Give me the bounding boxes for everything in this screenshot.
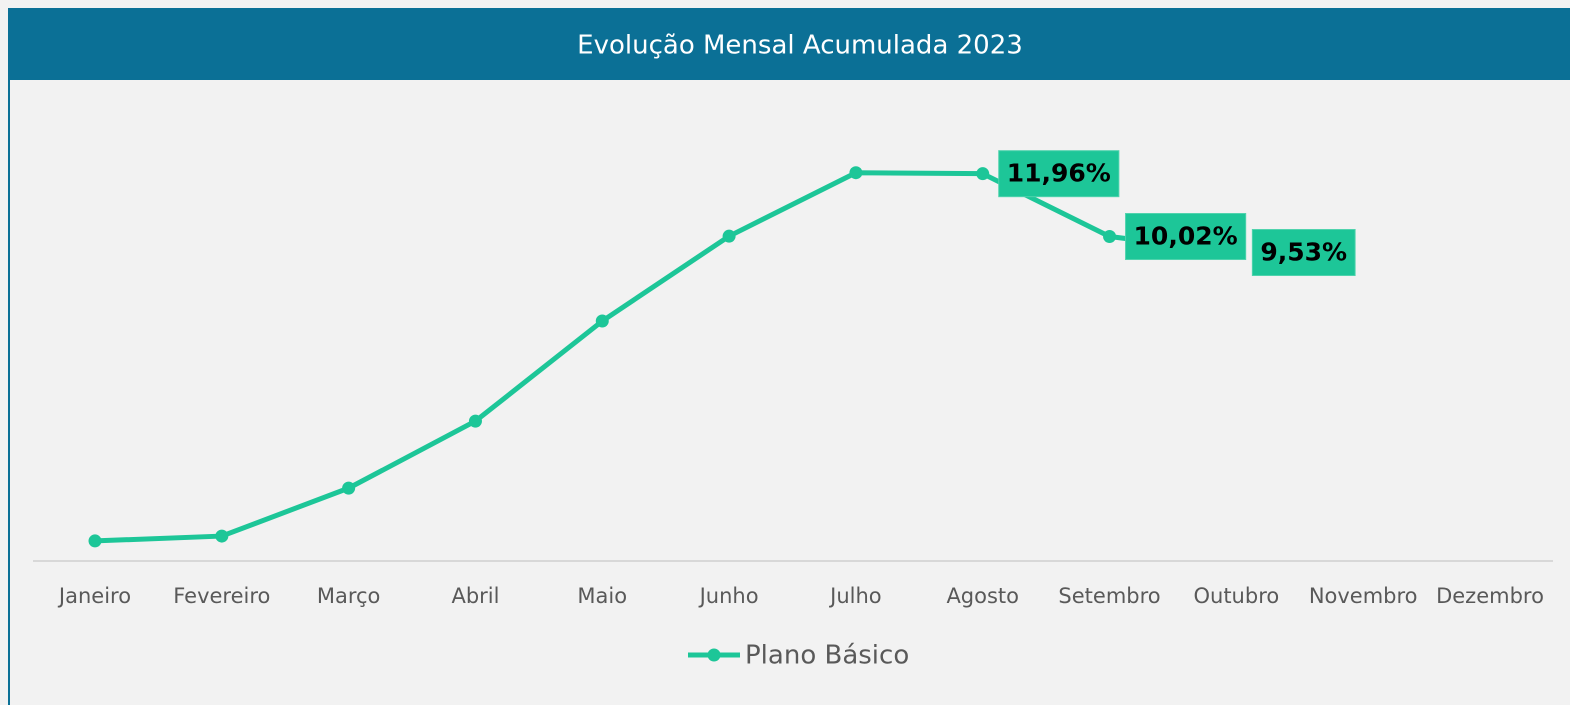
data-point [88,534,102,548]
x-tick-label: Fevereiro [173,584,270,608]
x-tick-label: Maio [577,584,627,608]
data-point [722,229,736,243]
x-tick-label: Julho [828,584,882,608]
data-label-text: 10,02% [1134,222,1238,251]
data-point [595,314,609,328]
x-tick-label: Janeiro [57,584,131,608]
legend-marker [707,648,721,662]
x-tick-label: Dezembro [1436,584,1544,608]
x-tick-label: Setembro [1058,584,1160,608]
title-bar [10,8,1570,80]
data-point [342,481,356,495]
x-tick-label: Abril [451,584,499,608]
data-label: 10,02% [1125,213,1247,261]
data-label-text: 9,53% [1260,238,1347,267]
data-label-box [998,150,1120,198]
data-point [849,166,863,180]
data-label: 9,53% [1251,229,1356,277]
x-tick-label: Março [317,584,381,608]
legend-label: Plano Básico [745,641,909,671]
x-tick-label: Junho [698,584,759,608]
chart-title: Evolução Mensal Acumulada 2023 [577,31,1023,61]
x-tick-label: Agosto [946,584,1019,608]
x-tick-label: Outubro [1193,584,1279,608]
data-point [976,167,990,181]
data-label-box [1125,213,1247,261]
series-line [94,170,1237,544]
data-label-text: 11,96% [1007,159,1111,188]
data-label-box [1251,229,1356,277]
x-tick-label: Novembro [1309,584,1418,608]
data-point [468,414,482,428]
data-point [215,529,229,543]
data-point [1103,230,1117,244]
data-label: 11,96% [998,150,1120,198]
